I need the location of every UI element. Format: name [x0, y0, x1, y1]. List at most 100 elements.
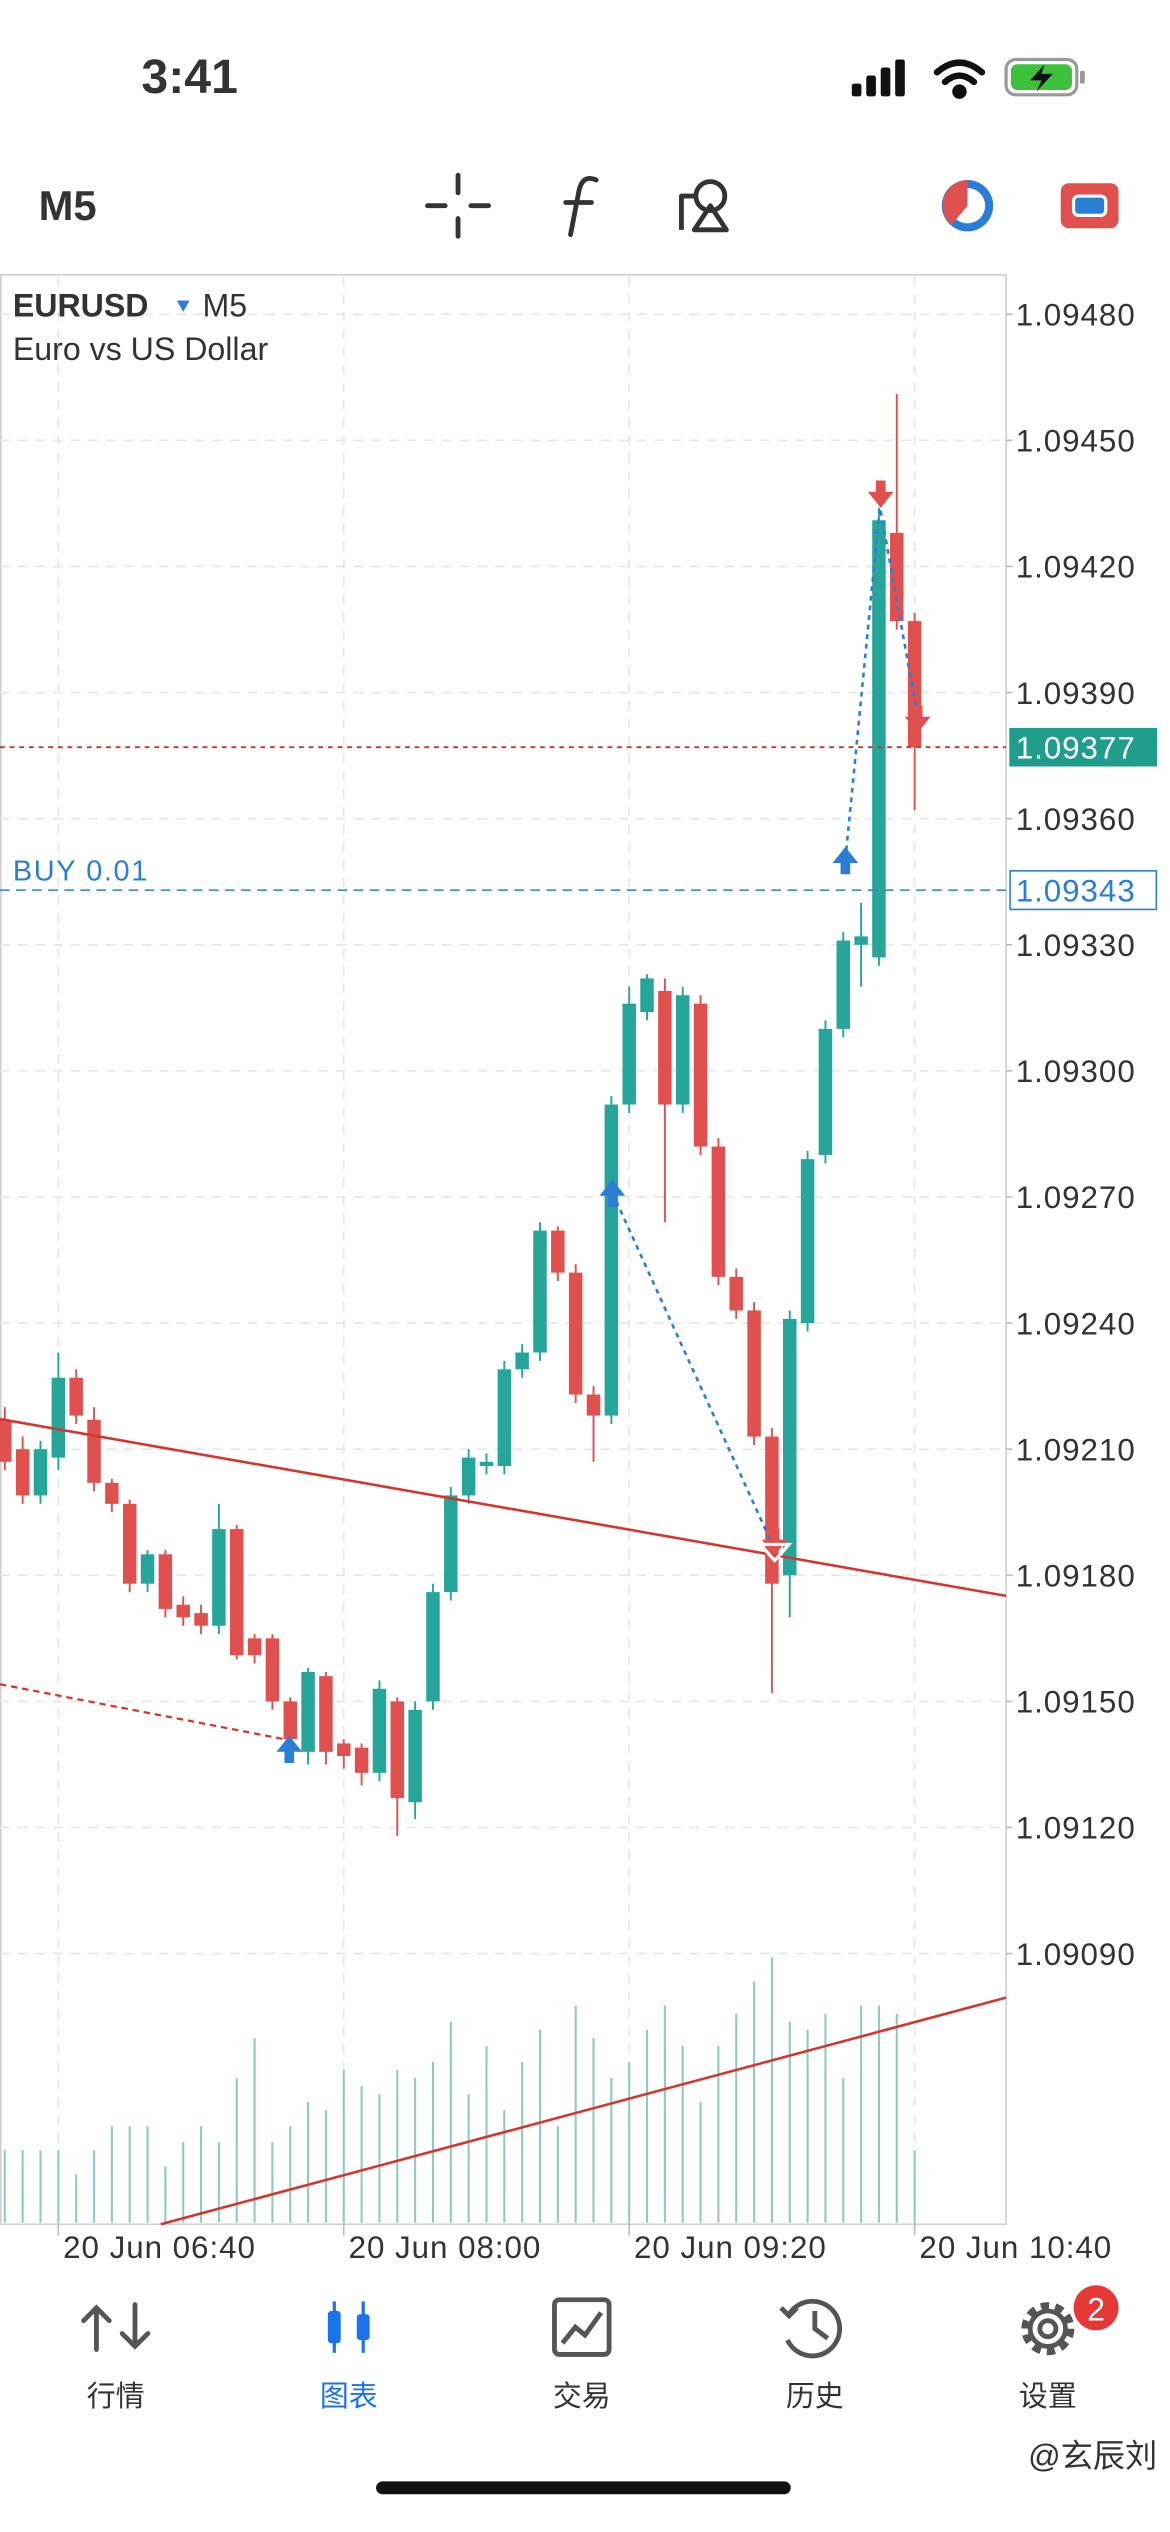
tab-label[interactable]: 历史 [786, 2381, 844, 2413]
y-tick-label: 1.09120 [1016, 1811, 1136, 1846]
symbol[interactable]: EURUSD [13, 288, 149, 324]
buy-arrow [832, 846, 859, 875]
signal-icon [851, 59, 905, 97]
tab-chart[interactable]: 图表 [320, 2301, 378, 2413]
candle-body [51, 1377, 66, 1458]
candle-body [33, 1449, 48, 1496]
y-tick-label: 1.09210 [1016, 1432, 1136, 1467]
candle-body [15, 1449, 30, 1496]
candle-body [622, 1003, 636, 1105]
candle-body [176, 1604, 190, 1618]
trade-line [879, 510, 919, 717]
battery-icon [1004, 57, 1085, 97]
symbol-description: Euro vs US Dollar [13, 331, 269, 367]
buy-arrow [599, 1179, 626, 1207]
bid-price: 1.09377 [1016, 730, 1136, 765]
y-tick-label: 1.09180 [1016, 1559, 1136, 1594]
candle-body [319, 1676, 333, 1752]
candle-body [444, 1495, 458, 1593]
y-tick-label: 1.09420 [1016, 550, 1136, 585]
tab-quotes[interactable]: 行情 [81, 2302, 151, 2413]
close-arrow [756, 1542, 793, 1563]
buy-arrow [276, 1735, 303, 1763]
tab-settings[interactable]: 设置 2 [1019, 2285, 1119, 2413]
sell-arrow [761, 1528, 788, 1556]
trade-button[interactable] [1060, 183, 1119, 229]
y-tick-label: 1.09240 [1016, 1306, 1136, 1341]
candle-body [87, 1419, 101, 1483]
y-tick-label: 1.09360 [1016, 802, 1136, 837]
candle-body [854, 936, 868, 945]
candle-body [551, 1230, 565, 1273]
y-tick-label: 1.09090 [1016, 1937, 1136, 1972]
chart-timeframe: M5 [203, 288, 248, 324]
order-price: 1.09343 [1016, 873, 1136, 908]
crosshair-button[interactable] [425, 172, 491, 239]
home-indicator [376, 2481, 791, 2495]
indicator-button[interactable] [563, 175, 599, 238]
candle-body [140, 1554, 155, 1584]
y-tick-label: 1.09390 [1016, 676, 1136, 711]
tab-trade[interactable]: 交易 [552, 2297, 612, 2413]
candle-body [212, 1529, 226, 1626]
candle-body [372, 1688, 387, 1773]
x-tick-label: 20 Jun 08:00 [349, 2230, 542, 2265]
trade-line [844, 498, 882, 860]
symbol-dropdown[interactable] [176, 300, 190, 312]
candle-body [479, 1461, 494, 1467]
objects-button[interactable] [679, 179, 729, 233]
tab-history[interactable]: 历史 [779, 2298, 844, 2413]
tab-label[interactable]: 图表 [320, 2381, 378, 2413]
y-tick-label: 1.09300 [1016, 1054, 1136, 1089]
toolbar-timeframe[interactable]: M5 [39, 182, 97, 229]
candle-body [711, 1146, 726, 1277]
candle-body [390, 1701, 405, 1799]
candle-body [337, 1743, 351, 1757]
candle-body [497, 1369, 512, 1467]
candle-body [229, 1529, 244, 1656]
candle-body [515, 1352, 529, 1370]
candle-body [426, 1592, 440, 1702]
order-tag [1009, 870, 1158, 911]
tab-label[interactable]: 交易 [553, 2381, 611, 2413]
y-tick-label: 1.09330 [1016, 928, 1136, 963]
status-time: 3:41 [141, 50, 237, 104]
one-click-trading-button[interactable] [941, 179, 994, 232]
candle-body [604, 1104, 619, 1416]
closed-trade-line [0, 1683, 284, 1740]
candle-body [693, 1003, 708, 1147]
candle-body [658, 991, 672, 1105]
candle-body [783, 1318, 797, 1576]
candle-body [675, 995, 690, 1105]
candle-body [747, 1310, 761, 1437]
badge-count: 2 [1087, 2292, 1105, 2328]
y-tick-label: 1.09150 [1016, 1685, 1136, 1720]
sell-arrow [867, 480, 894, 508]
candle-body [158, 1554, 173, 1609]
trade-line [611, 1191, 775, 1547]
trend-line[interactable] [0, 1417, 1007, 1598]
x-tick-label: 20 Jun 09:20 [634, 2230, 827, 2265]
candle-body [301, 1671, 315, 1752]
candle-body [765, 1436, 779, 1584]
candle-body [872, 520, 886, 958]
y-tick-label: 1.09450 [1016, 424, 1136, 459]
x-tick-label: 20 Jun 10:40 [919, 2230, 1112, 2265]
candle-body [69, 1377, 83, 1416]
chart-overlay: EURUSD M5 Euro vs US Dollar [0, 288, 1007, 2226]
candle-body [729, 1276, 743, 1311]
tab-label[interactable]: 设置 [1019, 2381, 1077, 2413]
wifi-icon [933, 59, 986, 99]
candle-body [640, 978, 654, 1013]
volume-trend-line[interactable] [160, 1996, 1007, 2226]
candle-body [800, 1159, 815, 1324]
candle-body [105, 1482, 119, 1504]
tab-label[interactable]: 行情 [87, 2381, 145, 2413]
sell-arrow [904, 705, 931, 733]
candle-body [408, 1709, 422, 1803]
chart-frame [0, 274, 1007, 2226]
candle-body [461, 1457, 476, 1496]
candle-body [122, 1503, 137, 1584]
